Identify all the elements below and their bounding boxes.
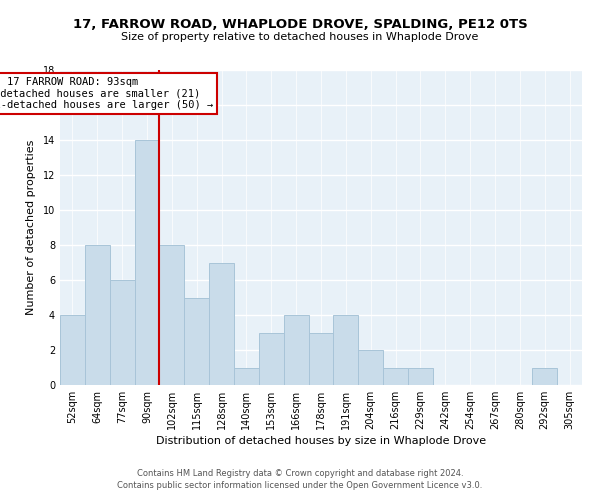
Bar — [110, 280, 134, 385]
Bar — [85, 245, 110, 385]
Bar — [209, 262, 234, 385]
Bar — [259, 332, 284, 385]
Text: Size of property relative to detached houses in Whaplode Drove: Size of property relative to detached ho… — [121, 32, 479, 42]
Bar — [408, 368, 433, 385]
Bar — [532, 368, 557, 385]
Text: Contains HM Land Registry data © Crown copyright and database right 2024.: Contains HM Land Registry data © Crown c… — [137, 468, 463, 477]
Bar — [358, 350, 383, 385]
Bar — [234, 368, 259, 385]
Bar — [60, 315, 85, 385]
Bar — [308, 332, 334, 385]
X-axis label: Distribution of detached houses by size in Whaplode Drove: Distribution of detached houses by size … — [156, 436, 486, 446]
Text: Contains public sector information licensed under the Open Government Licence v3: Contains public sector information licen… — [118, 481, 482, 490]
Bar — [184, 298, 209, 385]
Bar — [334, 315, 358, 385]
Bar — [383, 368, 408, 385]
Y-axis label: Number of detached properties: Number of detached properties — [26, 140, 36, 315]
Bar — [284, 315, 308, 385]
Bar — [160, 245, 184, 385]
Text: 17, FARROW ROAD, WHAPLODE DROVE, SPALDING, PE12 0TS: 17, FARROW ROAD, WHAPLODE DROVE, SPALDIN… — [73, 18, 527, 30]
Text: 17 FARROW ROAD: 93sqm
← 29% of detached houses are smaller (21)
69% of semi-deta: 17 FARROW ROAD: 93sqm ← 29% of detached … — [0, 77, 213, 110]
Bar — [134, 140, 160, 385]
